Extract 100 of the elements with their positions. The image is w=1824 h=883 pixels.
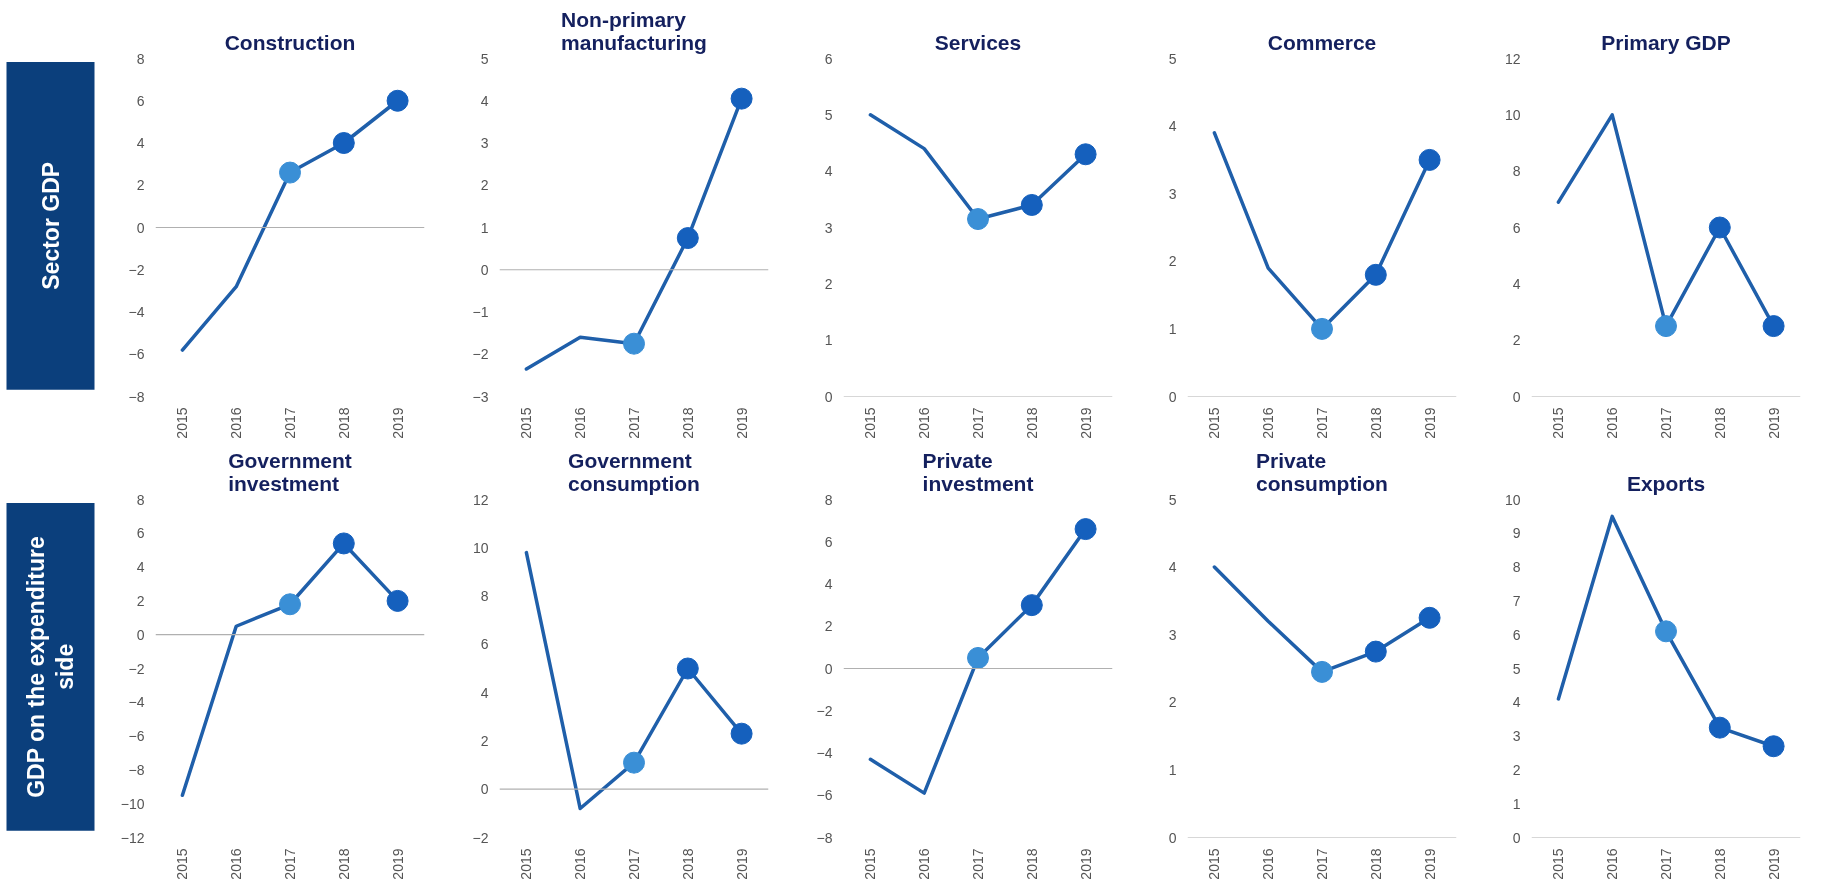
x-tick-label: 2015 — [1206, 407, 1223, 439]
x-tick-label: 2019 — [733, 407, 750, 439]
y-tick-label: −6 — [128, 728, 145, 745]
x-tick-label: 2016 — [572, 407, 589, 439]
y-tick-label: −2 — [472, 829, 489, 846]
y-tick-label: 12 — [1504, 50, 1521, 67]
y-tick-label: 0 — [824, 388, 833, 405]
y-tick-label: 1 — [1512, 795, 1521, 812]
x-tick-label: 2017 — [282, 848, 298, 880]
x-tick-label: 2019 — [1765, 407, 1782, 439]
x-tick-label: 2018 — [335, 407, 352, 439]
x-tick-label: 2016 — [572, 848, 589, 880]
chart-title: Services — [934, 30, 1022, 54]
y-tick-label: 3 — [1168, 626, 1177, 643]
y-tick-label: −3 — [472, 388, 489, 405]
y-tick-label: 7 — [1512, 592, 1521, 609]
y-tick-label: −8 — [128, 761, 145, 778]
x-tick-label: 2016 — [916, 407, 933, 439]
y-tick-label: 1 — [1168, 320, 1177, 337]
y-tick-label: −12 — [120, 829, 145, 846]
x-tick-label: 2015 — [1206, 848, 1223, 880]
y-tick-label: −2 — [816, 702, 833, 719]
y-tick-label: 5 — [824, 106, 833, 123]
y-tick-label: 0 — [1512, 388, 1521, 405]
y-tick-label: 4 — [1512, 694, 1521, 711]
x-tick-label: 2019 — [389, 407, 406, 439]
y-tick-label: 10 — [1504, 106, 1521, 123]
y-tick-label: 4 — [1168, 118, 1177, 135]
y-tick-label: 6 — [824, 50, 833, 67]
x-tick-label: 2016 — [916, 848, 933, 880]
x-tick-label: 2019 — [389, 848, 406, 880]
y-tick-label: 5 — [1168, 491, 1177, 508]
y-tick-label: 2 — [480, 732, 489, 749]
x-tick-label: 2015 — [862, 407, 879, 439]
x-tick-label: 2016 — [1604, 848, 1621, 880]
y-tick-label: 4 — [1168, 559, 1177, 576]
y-tick-label: −2 — [128, 261, 145, 278]
y-tick-label: 2 — [1512, 332, 1521, 349]
chart-title: Government consumption — [568, 448, 700, 495]
chart-title: Private investment — [922, 448, 1034, 495]
y-tick-label: 8 — [136, 491, 145, 508]
text: GDP on the expenditure side — [23, 536, 78, 798]
y-tick-label: 4 — [480, 684, 489, 701]
y-tick-label: 0 — [1168, 388, 1177, 405]
y-tick-label: 4 — [1512, 275, 1521, 292]
y-tick-label: 2 — [136, 177, 145, 194]
x-tick-label: 2017 — [1314, 407, 1330, 439]
x-tick-label: 2017 — [1314, 848, 1330, 880]
x-tick-label: 2018 — [1367, 407, 1384, 439]
y-tick-label: 4 — [480, 92, 489, 109]
x-tick-label: 2015 — [862, 848, 879, 880]
x-tick-label: 2017 — [1658, 407, 1674, 439]
y-tick-label: 12 — [472, 491, 489, 508]
y-tick-label: −1 — [472, 304, 489, 320]
y-tick-label: 5 — [1512, 660, 1521, 677]
x-tick-label: 2019 — [1077, 407, 1094, 439]
text: Sector GDP — [37, 161, 64, 290]
x-tick-label: 2017 — [970, 407, 986, 439]
y-tick-label: 4 — [824, 576, 833, 592]
y-tick-label: 1 — [1168, 761, 1177, 778]
y-tick-label: 8 — [1512, 559, 1521, 576]
x-tick-label: 2015 — [1550, 407, 1567, 439]
x-tick-label: 2015 — [174, 407, 191, 439]
x-tick-label: 2016 — [228, 848, 245, 880]
y-tick-label: 10 — [1504, 491, 1521, 508]
chart-title: Private consumption — [1256, 448, 1388, 495]
x-tick-label: 2018 — [679, 407, 696, 439]
y-tick-label: −2 — [472, 346, 489, 363]
y-tick-label: 4 — [136, 559, 145, 576]
y-tick-label: −8 — [816, 829, 833, 846]
y-tick-label: 8 — [136, 50, 145, 67]
y-tick-label: 2 — [1168, 694, 1177, 711]
y-tick-label: −8 — [128, 388, 145, 405]
y-tick-label: 6 — [1512, 626, 1521, 643]
x-tick-label: 2016 — [1260, 407, 1277, 439]
x-tick-label: 2018 — [1711, 407, 1728, 439]
x-tick-label: 2018 — [1711, 848, 1728, 880]
y-tick-label: 2 — [480, 177, 489, 194]
y-tick-label: 6 — [136, 92, 145, 109]
x-tick-label: 2015 — [1550, 848, 1567, 880]
y-tick-label: 8 — [824, 491, 833, 508]
x-tick-label: 2017 — [970, 848, 986, 880]
y-tick-label: 3 — [824, 219, 833, 236]
chart-title: Government investment — [228, 448, 352, 495]
y-tick-label: 4 — [824, 163, 833, 180]
x-tick-label: 2016 — [1260, 848, 1277, 880]
y-tick-label: 3 — [1512, 728, 1521, 745]
chart-title: Exports — [1626, 471, 1706, 495]
y-tick-label: 6 — [1512, 219, 1521, 236]
x-tick-label: 2017 — [1658, 848, 1674, 880]
y-tick-label: 4 — [136, 135, 145, 151]
y-tick-label: 2 — [1512, 761, 1521, 778]
y-tick-label: 0 — [480, 261, 489, 278]
x-tick-label: 2016 — [1604, 407, 1621, 439]
y-tick-label: −10 — [120, 795, 145, 812]
chart-title: Commerce — [1267, 30, 1377, 54]
x-tick-label: 2018 — [1023, 848, 1040, 880]
y-tick-label: 2 — [824, 618, 833, 635]
y-tick-label: 1 — [480, 219, 489, 236]
x-tick-label: 2018 — [335, 848, 352, 880]
